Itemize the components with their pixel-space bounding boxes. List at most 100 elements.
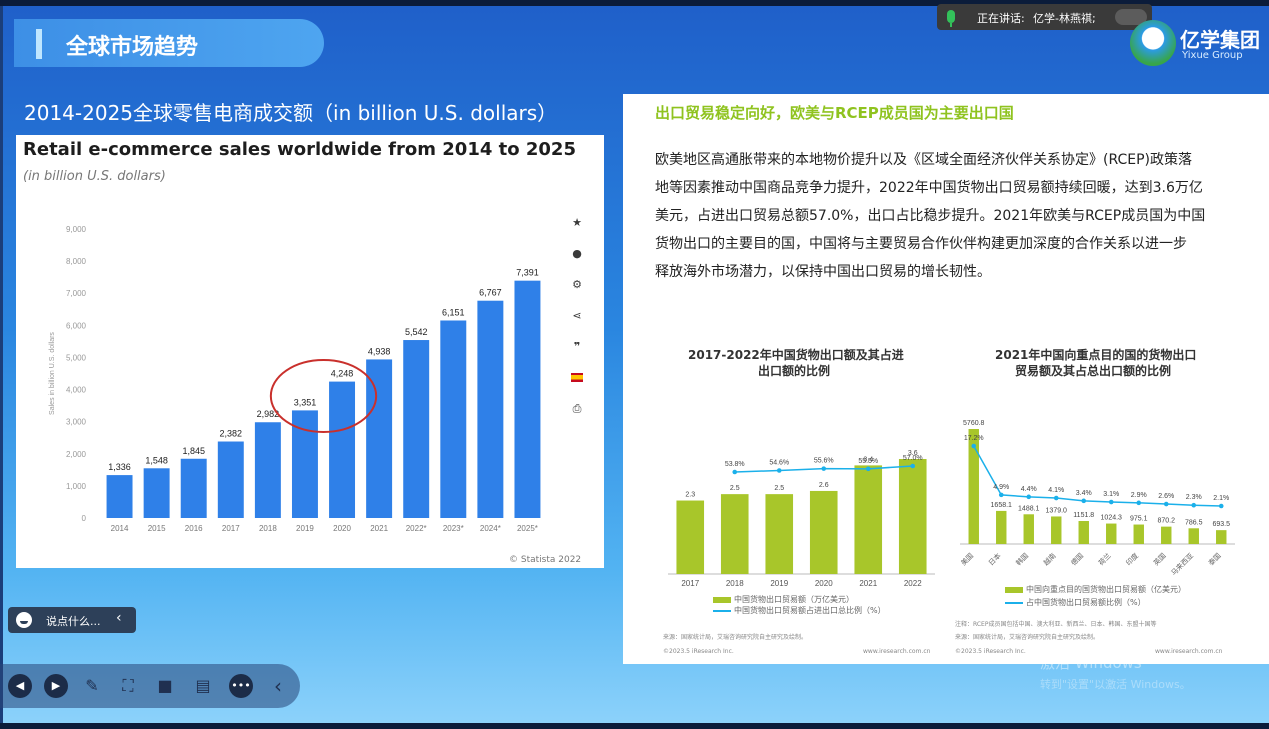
line-value-label: 53.8% xyxy=(725,461,745,468)
y-tick-label: 9,000 xyxy=(66,225,87,234)
bar-value-label: 5760.8 xyxy=(963,420,985,427)
play-icon[interactable]: ▶ xyxy=(44,674,68,698)
quote-icon[interactable]: ❞ xyxy=(573,340,581,353)
chevron-left-icon[interactable]: ‹ xyxy=(116,610,122,626)
china-export-chart: 2.3 2017 2.5 2018 2.5 2019 2.6 2020 3.4 2021 3.6 20… xyxy=(668,450,935,588)
x-tick-label: 2020 xyxy=(815,579,833,588)
bar xyxy=(1023,514,1034,544)
legend-line-marker xyxy=(1005,601,1023,604)
activation-watermark: 激活 Windows xyxy=(1040,654,1142,672)
x-tick-label: 2022 xyxy=(904,579,922,588)
y-tick-label: 3,000 xyxy=(66,418,87,427)
bar-value-label: 1024.3 xyxy=(1101,515,1123,522)
bar xyxy=(477,300,504,518)
bar xyxy=(366,359,393,518)
gear-icon[interactable]: ⚙ xyxy=(572,278,582,291)
chat-icon[interactable]: ▤ xyxy=(195,676,211,695)
chart2-source: 来源：国家统计局，艾瑞咨询研究院自主研究及绘制。 xyxy=(955,634,1100,641)
line-point xyxy=(1136,500,1142,506)
x-tick-label: 马来西亚 xyxy=(1170,552,1195,577)
destination-export-chart-panel: 2021年中国向重点目的国的货物出口 贸易额及其占总出口额的比例 5760.8 美… xyxy=(955,344,1255,664)
collapse-icon[interactable]: ‹ xyxy=(274,674,282,698)
y-tick-label: 4,000 xyxy=(66,386,87,395)
prev-icon[interactable]: ◀ xyxy=(8,674,32,698)
bar-value-label: 693.5 xyxy=(1212,521,1230,528)
x-tick-label: 2019 xyxy=(770,579,788,588)
bar-value-label: 1,548 xyxy=(145,455,168,465)
bar-value-label: 786.5 xyxy=(1185,519,1203,526)
slide-title: 全球市场趋势 xyxy=(66,35,199,60)
line-value-label: 2.9% xyxy=(1131,492,1147,499)
line-point xyxy=(910,463,916,469)
body-line: 释放海外市场潜力，以保持中国出口贸易的增长韧性。 xyxy=(655,264,991,280)
camera-icon[interactable]: ■ xyxy=(157,676,173,695)
more-icon[interactable]: ••• xyxy=(229,674,253,698)
bar-value-label: 1,336 xyxy=(108,462,131,472)
line-value-label: 4.1% xyxy=(1048,487,1064,494)
speaking-indicator[interactable]: 正在讲话: 亿学-林燕祺; xyxy=(937,4,1152,30)
line-value-label: 54.6% xyxy=(769,460,789,467)
statista-credit: © Statista 2022 xyxy=(509,555,582,565)
window-top-edge xyxy=(0,0,1269,6)
x-tick-label: 越南 xyxy=(1041,551,1057,567)
bar-value-label: 2.5 xyxy=(730,485,740,492)
line-point xyxy=(1191,502,1197,508)
chart2-site: www.iresearch.com.cn xyxy=(1155,648,1223,655)
bar xyxy=(180,458,207,518)
emoji-icon[interactable] xyxy=(16,612,32,628)
chat-input-pill[interactable]: 说点什么... ‹ xyxy=(8,607,136,633)
highlight-circle xyxy=(269,358,378,433)
legend-line-marker xyxy=(713,609,731,612)
x-tick-label: 日本 xyxy=(986,551,1002,567)
chart1-source: 来源：国家统计局，艾瑞咨询研究院自主研究及绘制。 xyxy=(663,634,808,641)
x-tick-label: 2021 xyxy=(370,524,388,533)
line-point xyxy=(998,492,1004,498)
flag-icon[interactable] xyxy=(569,370,585,386)
x-tick-label: 2014 xyxy=(111,524,129,533)
bar xyxy=(996,510,1007,544)
pen-icon[interactable]: ✎ xyxy=(85,676,99,695)
bar-value-label: 2.5 xyxy=(774,485,784,492)
screenshot-icon[interactable]: ⛶ xyxy=(122,676,134,695)
bar xyxy=(329,381,356,518)
body-line: 地等因素推动中国商品竞争力提升，2022年中国货物出口贸易额持续回暖，达到3.6… xyxy=(655,180,1203,196)
line-point xyxy=(776,468,782,473)
bar-value-label: 5,542 xyxy=(405,327,428,337)
title-accent-bar xyxy=(36,29,42,59)
bar-value-label: 1658.1 xyxy=(991,502,1013,509)
destination-export-chart: 5760.8 美国 1658.1 日本 1488.1 韩国 1379.0 越南 1151.8 德国… xyxy=(959,420,1235,577)
line-point xyxy=(1163,501,1169,507)
x-tick-label: 2015 xyxy=(148,524,166,533)
chart-subtitle: (in billion U.S. dollars) xyxy=(23,169,166,184)
body-line: 货物出口的主要目的国，中国将与主要贸易合作伙伴构建更加深度的合作关系以进一步 xyxy=(655,236,1187,252)
bar xyxy=(854,465,883,574)
bar xyxy=(1106,523,1117,544)
star-icon[interactable]: ★ xyxy=(572,216,582,229)
chat-placeholder[interactable]: 说点什么... xyxy=(46,615,101,628)
line-point xyxy=(971,443,977,449)
x-tick-label: 泰国 xyxy=(1206,551,1222,567)
x-tick-label: 印度 xyxy=(1124,551,1140,567)
line-point xyxy=(732,469,738,475)
x-tick-label: 韩国 xyxy=(1014,551,1030,567)
print-icon[interactable]: ⎙ xyxy=(572,402,582,415)
chart2-note: 注释：RCEP成员国包括中国、澳大利亚、新西兰、日本、韩国、东盟十国等 xyxy=(955,621,1157,628)
x-tick-label: 2017 xyxy=(681,579,699,588)
line-value-label: 2.1% xyxy=(1213,495,1229,502)
x-tick-label: 2024* xyxy=(480,524,501,533)
x-tick-label: 英国 xyxy=(1151,551,1167,567)
y-tick-label: 0 xyxy=(82,514,87,523)
bar-value-label: 1,845 xyxy=(182,446,205,456)
line-point xyxy=(1081,498,1087,504)
bar-value-label: 2.6 xyxy=(819,482,829,489)
line-value-label: 17.2% xyxy=(964,435,984,442)
section-heading: 2014-2025全球零售电商成交额（in billion U.S. dolla… xyxy=(24,101,558,125)
y-tick-label: 5,000 xyxy=(66,353,87,362)
bar xyxy=(1051,516,1062,544)
line-point xyxy=(1053,495,1059,501)
chart1-title-line2: 出口额的比例 xyxy=(758,364,831,378)
bar xyxy=(254,422,281,518)
x-tick-label: 德国 xyxy=(1069,551,1085,567)
share-icon[interactable]: ⋖ xyxy=(572,309,582,322)
bell-icon[interactable]: ● xyxy=(572,247,582,260)
